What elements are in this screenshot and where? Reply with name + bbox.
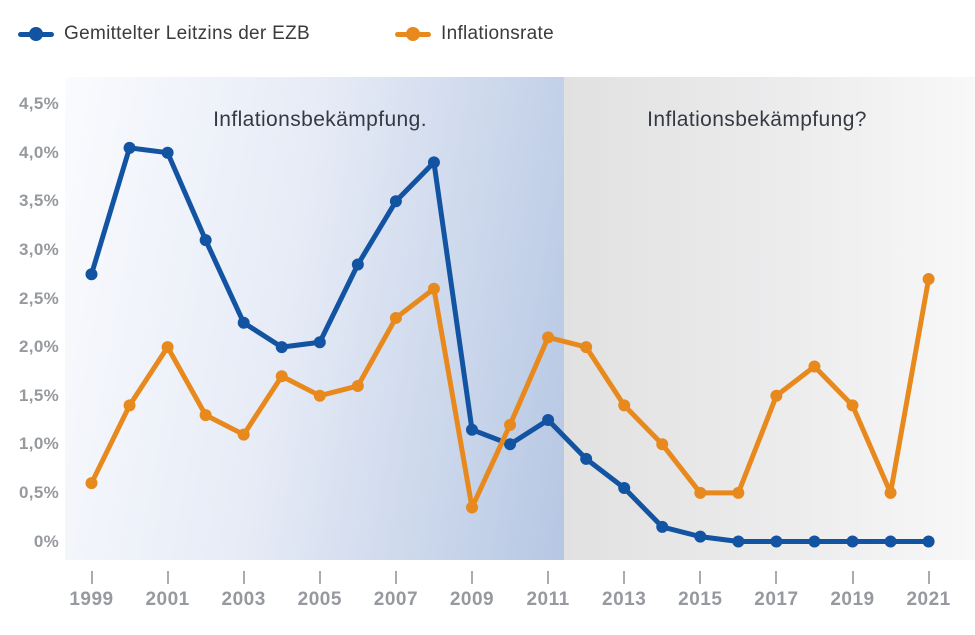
- x-tick-mark: [318, 571, 321, 584]
- y-tick-label: 1,0%: [19, 434, 59, 454]
- legend-item-leitzins: Gemittelter Leitzins der EZB: [18, 20, 310, 48]
- legend-label-inflationsrate: Inflationsrate: [441, 23, 554, 44]
- x-tick-mark: [547, 571, 550, 584]
- y-tick-label: 4,5%: [19, 94, 59, 114]
- x-tick-label: 2013: [602, 589, 647, 610]
- x-tick-mark: [927, 571, 930, 584]
- x-tick-label: 2001: [145, 589, 190, 610]
- annotation-right: Inflationsbekämpfung?: [647, 108, 867, 131]
- legend-label-leitzins: Gemittelter Leitzins der EZB: [64, 23, 310, 44]
- x-tick-label: 2007: [373, 589, 419, 610]
- region-inflationsbekaempfung-past: [65, 77, 564, 560]
- x-tick-label: 2017: [754, 589, 799, 610]
- x-tick-mark: [394, 571, 397, 584]
- x-tick-label: 2019: [830, 589, 875, 610]
- x-tick-mark: [699, 571, 702, 584]
- legend-dot: [406, 27, 420, 41]
- x-tick-mark: [775, 571, 778, 584]
- y-tick-label: 3,5%: [19, 191, 59, 211]
- x-tick-mark: [242, 571, 245, 584]
- x-tick-label: 2015: [678, 589, 723, 610]
- x-tick-label: 2011: [526, 589, 570, 610]
- annotation-left: Inflationsbekämpfung.: [213, 108, 427, 131]
- x-tick-label: 2003: [221, 589, 266, 610]
- x-tick-mark: [623, 571, 626, 584]
- y-tick-label: 2,0%: [19, 337, 59, 357]
- x-tick-mark: [851, 571, 854, 584]
- x-tick-mark: [471, 571, 473, 584]
- y-tick-label: 2,5%: [19, 288, 59, 308]
- y-tick-label: 4,0%: [19, 142, 59, 162]
- y-tick-label: 0,5%: [19, 482, 59, 502]
- y-tick-label: 0%: [33, 531, 59, 551]
- x-tick-label: 1999: [69, 589, 114, 610]
- y-tick-label: 1,5%: [19, 385, 59, 405]
- x-tick-label: 2005: [297, 589, 342, 610]
- line-marker-icon: [18, 27, 54, 41]
- x-tick-mark: [90, 571, 93, 584]
- region-inflationsbekaempfung-question: [564, 77, 975, 560]
- legend-dot: [29, 27, 43, 41]
- x-tick-label: 2009: [449, 589, 495, 610]
- y-tick-label: 3,0%: [19, 239, 59, 259]
- x-tick-mark: [166, 571, 169, 584]
- line-marker-icon: [395, 27, 431, 41]
- legend-item-inflationsrate: Inflationsrate: [395, 20, 554, 48]
- x-tick-label: 2021: [906, 589, 951, 610]
